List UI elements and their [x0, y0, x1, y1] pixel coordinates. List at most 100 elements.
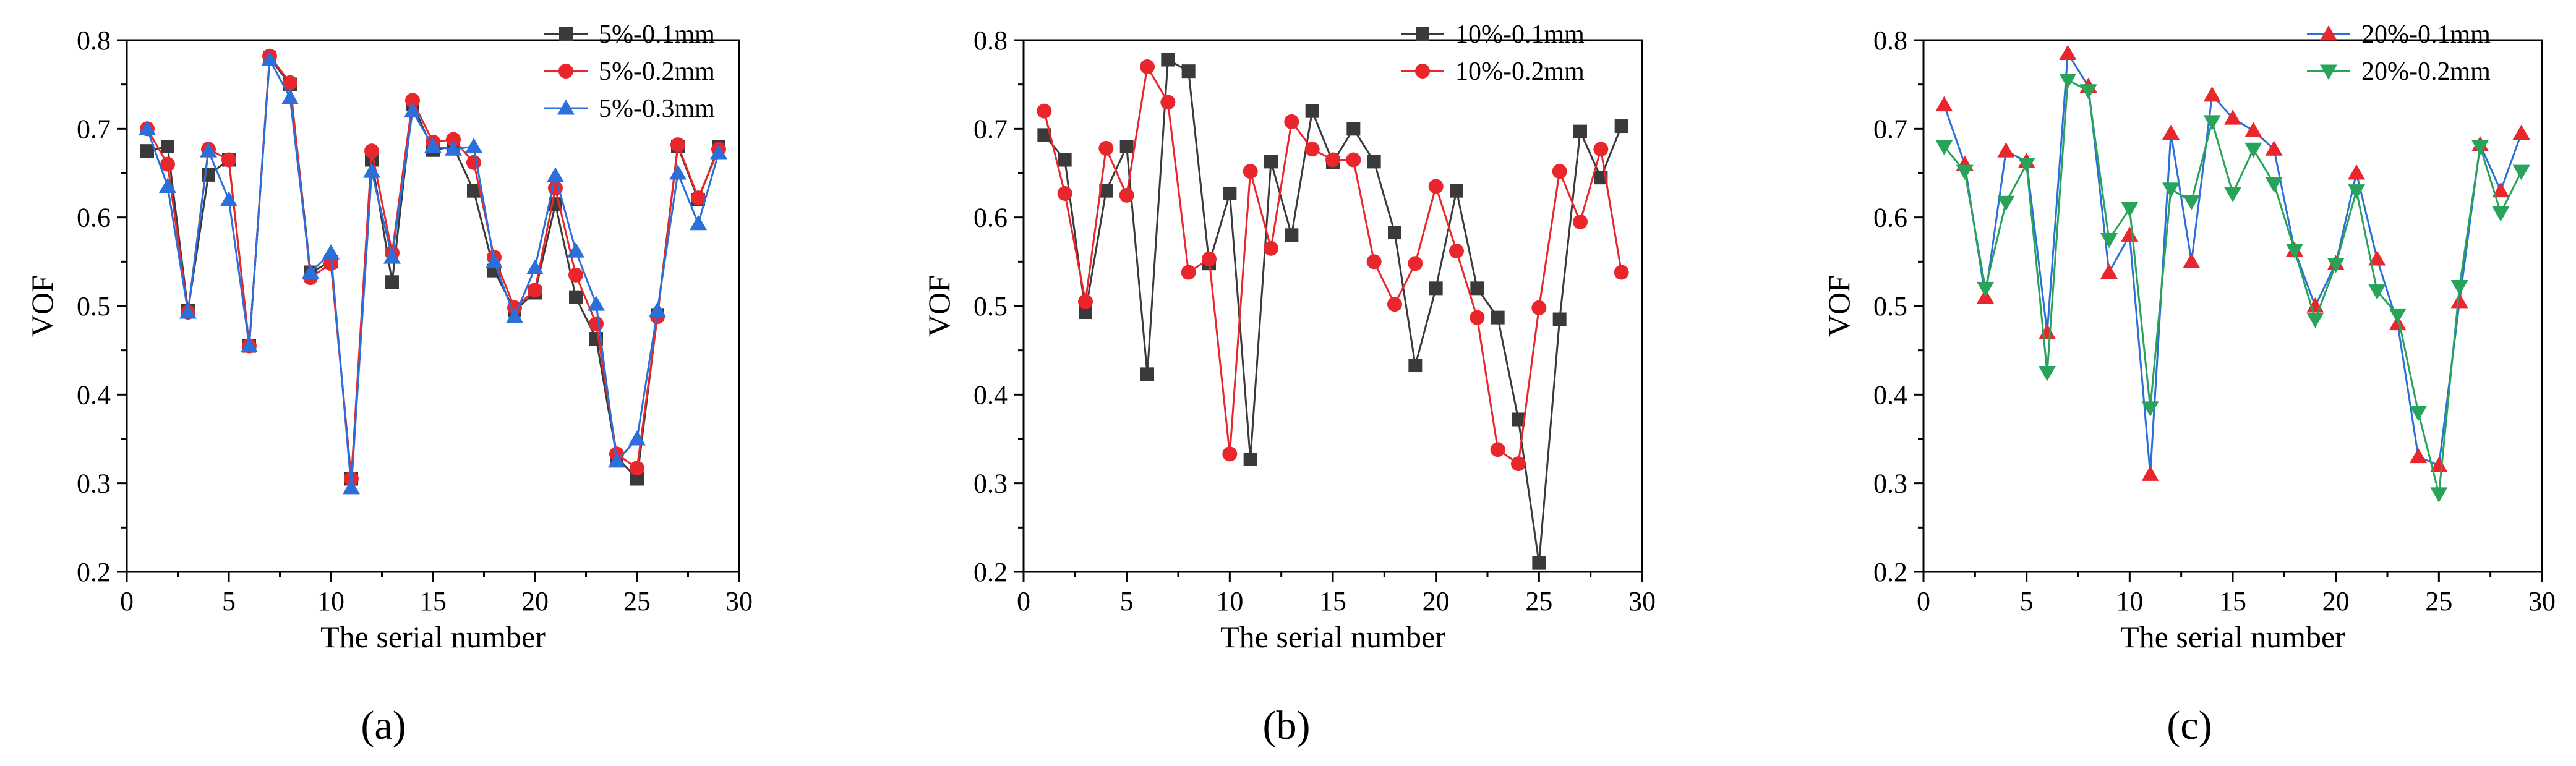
data-point — [221, 152, 236, 168]
data-point — [1202, 252, 1217, 267]
series-10%-0.2mm — [1037, 59, 1629, 472]
data-point — [281, 89, 299, 104]
data-point — [1057, 185, 1072, 201]
plot-frame — [1022, 39, 1643, 573]
x-axis-title: The serial number — [1220, 619, 1445, 654]
x-tick-label: 30 — [2528, 586, 2556, 616]
data-point — [2244, 122, 2262, 137]
data-point — [405, 93, 420, 108]
data-point — [2512, 124, 2530, 140]
data-point — [506, 308, 523, 323]
data-point — [2018, 158, 2035, 173]
data-point — [630, 472, 644, 486]
data-point — [2265, 140, 2283, 156]
data-point — [710, 144, 727, 160]
x-tick-label: 30 — [1628, 586, 1656, 616]
data-point — [2306, 313, 2324, 328]
data-point — [2512, 164, 2530, 181]
y-tick-label: 0.2 — [1873, 557, 1907, 587]
y-tick-label: 0.6 — [77, 203, 111, 233]
data-point — [140, 144, 154, 158]
data-point — [569, 290, 583, 304]
data-point — [1449, 244, 1464, 259]
data-point — [2430, 457, 2448, 472]
series-line — [1943, 79, 2523, 495]
data-point — [2059, 45, 2077, 60]
data-point — [1450, 184, 1463, 198]
data-point — [486, 253, 503, 268]
data-point — [2430, 487, 2448, 503]
legend-marker — [1416, 27, 1429, 41]
data-point — [1140, 367, 1154, 381]
legend-item: 5%-0.2mm — [544, 57, 715, 86]
x-tick-label: 15 — [2219, 586, 2246, 616]
y-tick-label: 0.5 — [973, 291, 1008, 321]
data-point — [2368, 284, 2386, 300]
data-point — [1264, 240, 1278, 256]
data-point — [628, 430, 646, 446]
data-point — [383, 249, 401, 264]
x-tick-label: 10 — [1216, 586, 1243, 616]
x-tick-label: 5 — [2020, 586, 2034, 616]
x-tick-label: 0 — [1017, 586, 1030, 616]
y-axis-title: VOF — [922, 275, 956, 337]
y-tick-label: 0.8 — [77, 25, 111, 56]
data-point — [160, 156, 175, 172]
y-tick-label: 0.6 — [973, 203, 1008, 233]
data-point — [1552, 164, 1567, 179]
data-point — [2203, 115, 2221, 130]
data-point — [1387, 297, 1402, 312]
data-point — [1573, 124, 1587, 138]
x-axis-title: The serial number — [2120, 619, 2345, 654]
legend-marker — [2320, 25, 2337, 41]
data-point — [465, 138, 482, 153]
data-point — [1532, 556, 1546, 570]
data-point — [2039, 366, 2056, 381]
data-point — [2410, 406, 2427, 421]
x-tick-label: 20 — [2322, 586, 2350, 616]
data-point — [1408, 256, 1423, 271]
x-tick-label: 30 — [725, 586, 753, 616]
legend-marker — [558, 64, 573, 79]
data-point — [670, 137, 685, 153]
data-point — [424, 138, 442, 153]
y-axis-title: VOF — [25, 275, 59, 337]
x-tick-label: 25 — [2425, 586, 2452, 616]
chart-panel-c: 0 5 10 15 20 25 30 0.2 0.3 0.4 0.5 0.6 0.7 0.8 The ser… — [1821, 20, 2556, 748]
data-point — [528, 283, 542, 298]
legend-marker — [1415, 64, 1430, 79]
data-point — [1935, 96, 1953, 112]
data-point — [1408, 359, 1423, 373]
x-tick-label: 25 — [1525, 586, 1552, 616]
y-tick-label: 0.5 — [1873, 291, 1907, 321]
data-point — [343, 479, 360, 495]
data-point — [1098, 140, 1114, 156]
data-point — [1181, 64, 1196, 79]
legend-item: 20%-0.2mm — [2307, 57, 2491, 86]
y-tick-label: 0.3 — [1873, 469, 1907, 499]
data-point — [1140, 59, 1155, 74]
data-point — [568, 267, 583, 283]
y-tick-label: 0.7 — [77, 114, 111, 144]
data-point — [2121, 226, 2139, 242]
data-point — [2492, 182, 2510, 198]
data-point — [1511, 456, 1526, 472]
data-point — [2286, 244, 2303, 259]
panel-label: (a) — [361, 703, 406, 748]
data-point — [2348, 164, 2365, 180]
data-point — [2450, 292, 2468, 309]
legend-item: 10%-0.1mm — [1401, 20, 1585, 49]
data-point — [1305, 104, 1319, 118]
legend-label: 10%-0.1mm — [1455, 20, 1585, 49]
data-point — [2492, 206, 2510, 222]
data-point — [2059, 74, 2077, 89]
data-point — [2244, 142, 2262, 158]
x-tick-label: 20 — [1423, 586, 1450, 616]
data-point — [2141, 401, 2159, 417]
data-point — [202, 168, 215, 182]
data-point — [1099, 184, 1113, 198]
data-point — [2121, 202, 2139, 218]
data-point — [2348, 184, 2365, 200]
data-point — [1490, 442, 1505, 457]
legend-label: 5%-0.3mm — [599, 95, 715, 123]
